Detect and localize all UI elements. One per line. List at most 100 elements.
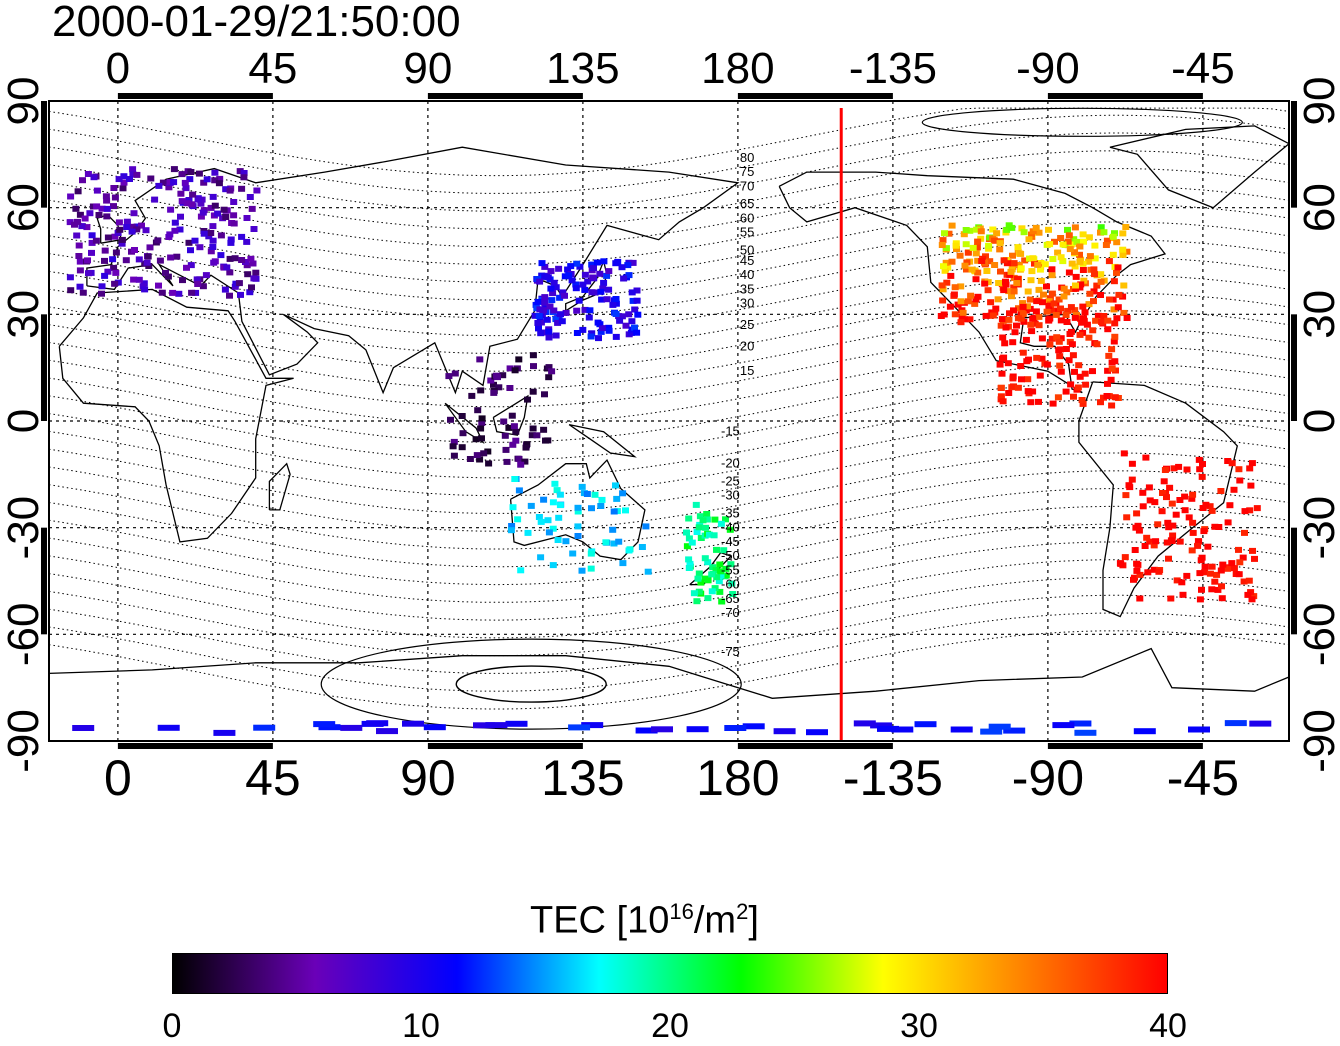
tec-point [629, 297, 637, 304]
tec-point [1111, 320, 1119, 327]
tec-point [166, 231, 174, 238]
tec-point [1226, 502, 1234, 509]
contour-label-south: -65 [721, 591, 740, 606]
tec-point [126, 176, 133, 182]
magnetic-contour [48, 185, 1290, 266]
tec-point [198, 196, 206, 203]
tec-point [712, 567, 720, 574]
tec-point [1111, 394, 1119, 401]
tec-point [1094, 312, 1102, 319]
tec-point [474, 407, 482, 414]
tec-point [1201, 563, 1209, 570]
tec-point [1248, 596, 1256, 603]
tec-point [1057, 335, 1065, 342]
tec-point [1102, 242, 1110, 248]
tec-point [1145, 484, 1153, 491]
tec-point [694, 575, 702, 582]
tec-point [634, 311, 642, 318]
tec-point [1048, 272, 1056, 279]
tec-point [1241, 508, 1249, 515]
left-tick-bar [41, 527, 47, 635]
tec-point [1189, 529, 1197, 536]
tec-point [806, 729, 828, 736]
tec-point [690, 590, 698, 597]
tec-point [1002, 324, 1010, 331]
tec-point [980, 728, 1003, 735]
tec-point [1228, 460, 1236, 467]
tec-point [572, 281, 580, 288]
tec-point [1059, 241, 1067, 248]
tec-point [573, 330, 581, 336]
tec-point [1028, 231, 1035, 238]
magnetic-contour [48, 292, 1290, 372]
tec-point [1024, 388, 1032, 395]
tec-point [185, 239, 193, 246]
tec-point [1049, 400, 1057, 407]
tec-point [144, 253, 152, 260]
tec-point [609, 301, 617, 308]
tec-point [625, 547, 633, 554]
contour-label-south: -50 [721, 548, 740, 563]
top-lon-tick-label: 135 [546, 44, 619, 93]
tec-point [1160, 478, 1168, 485]
tec-point [1196, 596, 1204, 603]
tec-point [1111, 333, 1119, 340]
tec-point [1167, 537, 1175, 544]
tec-point [997, 393, 1005, 400]
tec-point [128, 228, 136, 235]
tec-point [951, 311, 959, 318]
top-tick-bar [1047, 93, 1203, 99]
tec-point [556, 491, 564, 498]
tec-point [572, 285, 580, 292]
tec-point [983, 268, 991, 274]
tec-data-points [66, 166, 1272, 736]
tec-point [1043, 361, 1051, 368]
tec-point [556, 294, 564, 301]
bottom-lon-tick-label: 180 [696, 750, 779, 806]
tec-point [597, 328, 605, 335]
tec-point [603, 296, 611, 303]
tec-point [1089, 327, 1097, 334]
tec-point [1010, 288, 1018, 295]
tec-point [503, 458, 511, 465]
tec-point [477, 425, 485, 432]
top-tick-bar [737, 93, 893, 99]
tec-point [1104, 367, 1112, 374]
top-lon-tick-label: -135 [849, 44, 937, 93]
tec-point [458, 413, 466, 419]
tec-point [66, 274, 74, 281]
tec-point [1188, 495, 1196, 502]
tec-point [508, 523, 516, 529]
tec-point [564, 266, 572, 273]
top-tick-bar [427, 93, 583, 99]
tec-point [1035, 398, 1042, 405]
tec-point [240, 170, 248, 176]
tec-point [585, 314, 593, 321]
left-tick-bar [41, 314, 47, 421]
tec-point [111, 233, 119, 240]
tec-point [957, 283, 965, 290]
tec-point [138, 222, 145, 229]
tec-point [581, 306, 589, 313]
tec-point [610, 508, 618, 515]
tec-point [103, 205, 111, 212]
tec-point [253, 724, 276, 731]
tec-point [948, 258, 956, 265]
tec-point [1056, 362, 1064, 369]
tec-point [88, 232, 96, 239]
tec-point [1068, 260, 1076, 267]
tec-point [553, 487, 561, 494]
bottom-lon-tick-label: 90 [400, 750, 456, 806]
tec-point [445, 373, 453, 380]
tec-point [948, 222, 956, 229]
tec-point [568, 724, 591, 731]
contour-label-south: -60 [721, 577, 740, 592]
tec-point [561, 292, 568, 299]
tec-point [114, 230, 122, 236]
tec-point [487, 377, 495, 384]
tec-point [1062, 346, 1070, 352]
tec-point [1154, 521, 1162, 528]
tec-point [167, 206, 175, 213]
eurasia-coast [86, 146, 740, 395]
tec-point [133, 226, 141, 233]
